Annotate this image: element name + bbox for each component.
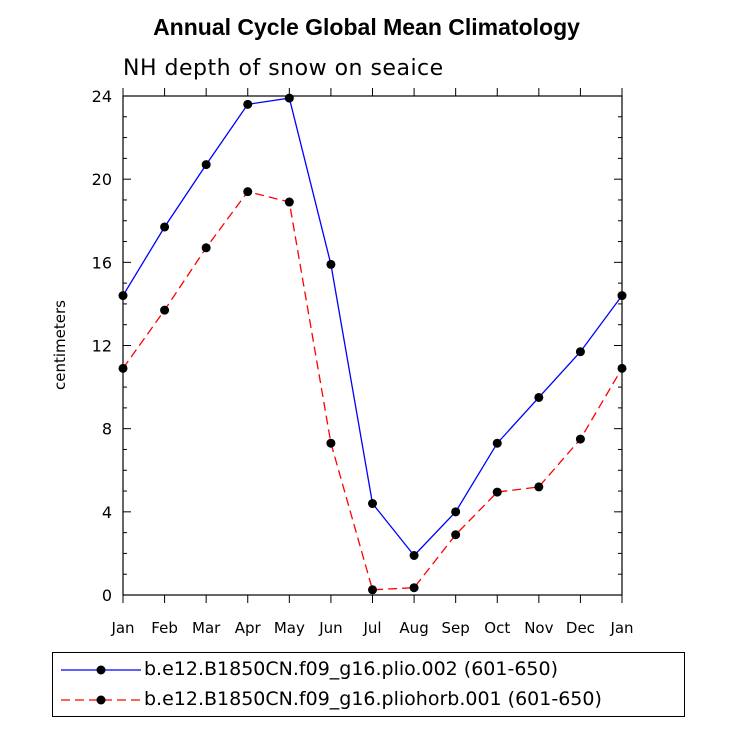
data-point — [575, 434, 585, 444]
data-point — [575, 347, 585, 357]
data-point — [284, 197, 294, 207]
legend-entry-plio: b.e12.B1850CN.f09_g16.plio.002 (601-650) — [53, 657, 684, 683]
x-tick-label: Dec — [566, 619, 595, 637]
data-point — [409, 550, 419, 560]
chart-subtitle: NH depth of snow on seaice — [123, 56, 444, 81]
x-tick-label: Aug — [399, 619, 428, 637]
legend-label-plio: b.e12.B1850CN.f09_g16.plio.002 (601-650) — [144, 658, 559, 680]
y-tick-label: 4 — [102, 503, 112, 522]
data-point — [243, 187, 253, 197]
data-point — [201, 243, 211, 253]
x-tick-label: Jan — [609, 619, 633, 637]
legend-swatch-pliohorb — [61, 695, 141, 705]
data-point — [617, 291, 627, 301]
legend-label-pliohorb: b.e12.B1850CN.f09_g16.pliohorb.001 (601-… — [144, 688, 602, 710]
x-tick-label: Feb — [151, 619, 178, 637]
y-tick-label: 0 — [102, 586, 112, 605]
x-tick-label: Sep — [442, 619, 470, 637]
data-point — [326, 438, 336, 448]
chart-title: Annual Cycle Global Mean Climatology — [153, 14, 580, 40]
data-point — [409, 583, 419, 593]
data-point — [492, 487, 502, 497]
data-point — [534, 392, 544, 402]
legend-swatch-plio — [61, 665, 141, 675]
data-point — [160, 305, 170, 315]
legend-entry-pliohorb: b.e12.B1850CN.f09_g16.pliohorb.001 (601-… — [53, 687, 684, 713]
x-tick-label: Apr — [235, 619, 262, 637]
data-point — [368, 585, 377, 595]
data-point — [451, 507, 461, 517]
data-point — [284, 93, 294, 103]
data-point — [118, 291, 128, 301]
x-tick-label: Jan — [110, 619, 134, 637]
x-tick-label: Jul — [362, 619, 381, 637]
y-tick-label: 8 — [102, 420, 112, 439]
data-point — [617, 363, 627, 373]
series-line-1 — [122, 190, 623, 591]
data-point — [160, 222, 170, 232]
data-point — [201, 160, 211, 170]
line-chart: 0 4 8 12 16 20 24 Jan Feb Mar Apr May Jun Jul Aug Sep Oc… — [92, 87, 634, 637]
x-tick-label: Nov — [524, 619, 553, 637]
x-tick-label: Mar — [192, 619, 221, 637]
data-point — [492, 438, 502, 448]
data-point — [326, 259, 336, 269]
x-tick-label: Oct — [484, 619, 510, 637]
y-tick-label: 12 — [92, 337, 112, 356]
plot-frame — [122, 95, 623, 596]
data-point — [243, 99, 253, 109]
x-tick-label: May — [274, 619, 305, 637]
legend: b.e12.B1850CN.f09_g16.plio.002 (601-650)… — [52, 652, 685, 717]
y-tick-label: 16 — [92, 253, 112, 272]
data-point — [368, 499, 377, 509]
series-line-0 — [122, 97, 623, 557]
y-tick-label: 20 — [92, 170, 112, 189]
data-point — [451, 530, 461, 540]
x-tick-label: Jun — [318, 619, 342, 637]
data-point — [118, 363, 128, 373]
y-tick-label: 24 — [92, 87, 112, 106]
data-point — [534, 482, 544, 492]
